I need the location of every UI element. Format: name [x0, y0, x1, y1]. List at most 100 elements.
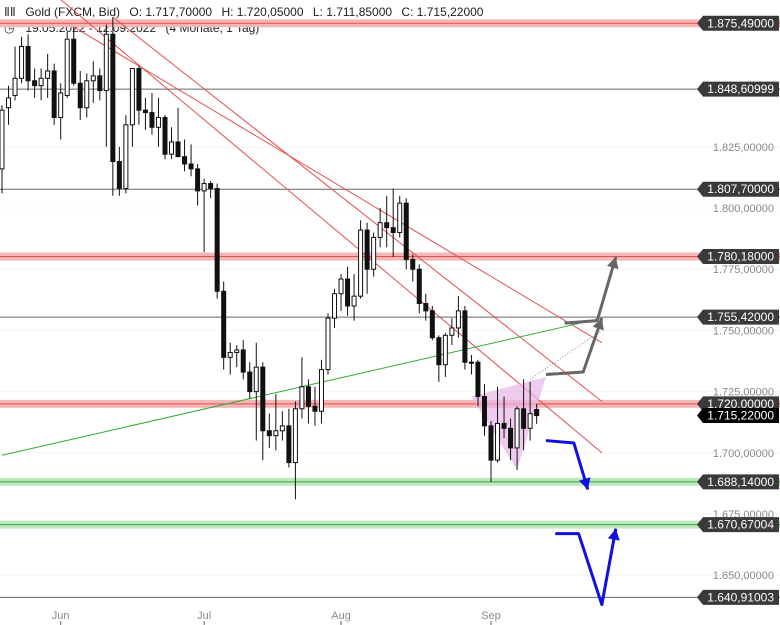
candle-body	[266, 430, 272, 437]
candle	[240, 340, 246, 380]
candle	[12, 46, 18, 101]
candle-body	[534, 408, 540, 417]
candle-body	[110, 33, 116, 163]
candle	[221, 281, 227, 370]
candle	[0, 105, 5, 194]
candle-body	[338, 278, 344, 295]
level-label: 1.848,60999	[697, 81, 779, 97]
candle	[97, 68, 103, 101]
high-value: H: 1.720,05000	[221, 5, 304, 19]
candle-body	[227, 351, 233, 358]
candle-body	[332, 293, 338, 319]
candle	[390, 188, 396, 257]
candle	[501, 396, 507, 439]
candle	[371, 232, 377, 277]
candle-body	[214, 187, 220, 292]
candle	[325, 313, 331, 375]
candle-body	[468, 361, 474, 364]
candle-body	[358, 229, 364, 297]
candle-body	[462, 310, 468, 363]
level-label: 1.875,49000	[697, 15, 779, 31]
candle	[25, 34, 31, 91]
candle	[475, 359, 481, 407]
open-value: O: 1.717,70000	[129, 5, 213, 19]
candle-body	[521, 408, 527, 429]
candle-body	[364, 229, 370, 270]
candle-body	[136, 68, 142, 111]
candle-body	[384, 222, 390, 229]
candle	[495, 386, 501, 463]
candle-body	[0, 109, 5, 170]
candle-body	[455, 310, 461, 329]
triangle-pattern	[471, 376, 546, 470]
level-label-bg	[697, 249, 779, 265]
current-price-label-bg	[697, 408, 779, 424]
level-label-bg	[697, 474, 779, 490]
level-label-bg	[697, 181, 779, 197]
level-label-text: 1.780,18000	[707, 250, 774, 264]
candle-body	[442, 334, 448, 366]
candle	[64, 31, 70, 98]
candle	[162, 115, 168, 160]
candle	[377, 208, 383, 248]
candle	[423, 293, 429, 321]
x-tick-label: Sep	[481, 610, 501, 622]
candle-body	[6, 97, 12, 109]
candle	[247, 362, 253, 399]
candle-body	[123, 124, 129, 189]
candle-body	[501, 422, 507, 429]
candle	[58, 83, 64, 140]
candle-body	[129, 68, 135, 126]
candle	[318, 359, 324, 424]
candle-body	[253, 366, 259, 393]
y-tick-label: 1.700,00000	[713, 448, 774, 460]
x-tick-label: Jul	[197, 610, 211, 622]
close-value: C: 1.715,22000	[401, 5, 484, 19]
candle-body	[449, 327, 455, 336]
candle	[71, 26, 77, 86]
low-value: L: 1.711,85000	[312, 5, 393, 19]
candle-body	[260, 366, 266, 432]
candle	[6, 85, 12, 125]
candle	[142, 97, 148, 130]
candle	[449, 318, 455, 346]
candle	[292, 401, 298, 500]
candle-body	[240, 349, 246, 373]
candle	[188, 144, 194, 177]
candle	[416, 264, 422, 314]
candle	[129, 68, 135, 147]
candle-body	[299, 386, 305, 410]
current-price-label-text: 1.715,22000	[707, 409, 774, 423]
candle	[201, 178, 207, 253]
level-label: 1.780,18000	[697, 249, 779, 265]
candle-body	[103, 33, 109, 92]
level-label-bg	[697, 589, 779, 605]
y-tick-label: 1.725,00000	[713, 387, 774, 399]
candle-body	[312, 405, 318, 412]
candle-body	[273, 430, 279, 437]
candle	[182, 139, 188, 172]
candle-body	[423, 303, 429, 312]
level-label: 1.688,14000	[697, 474, 779, 490]
candle-body	[201, 183, 207, 192]
grey-arrow-lower-head	[592, 318, 604, 331]
candle	[351, 274, 357, 321]
candle-body	[51, 70, 57, 118]
candle-body	[155, 116, 161, 128]
candle	[253, 342, 259, 441]
level-label-text: 1.688,14000	[707, 475, 774, 489]
candle-body	[475, 361, 481, 398]
candle	[488, 420, 494, 483]
trendline-1	[112, 16, 603, 402]
level-label-text: 1.848,60999	[707, 82, 774, 96]
candle-body	[58, 92, 64, 118]
candle	[534, 403, 540, 424]
level-label: 1.640,91003	[697, 589, 779, 605]
level-label-text: 1.670,67004	[707, 518, 774, 532]
header-line-1: ⅡⅡ Gold (FXCM, Bid) O: 1.717,70000 H: 1.…	[4, 5, 489, 19]
candle-body	[514, 408, 520, 449]
level-label-text: 1.640,91003	[707, 590, 774, 604]
candle-body	[279, 425, 285, 432]
blue-arrow-down-head	[578, 477, 591, 490]
